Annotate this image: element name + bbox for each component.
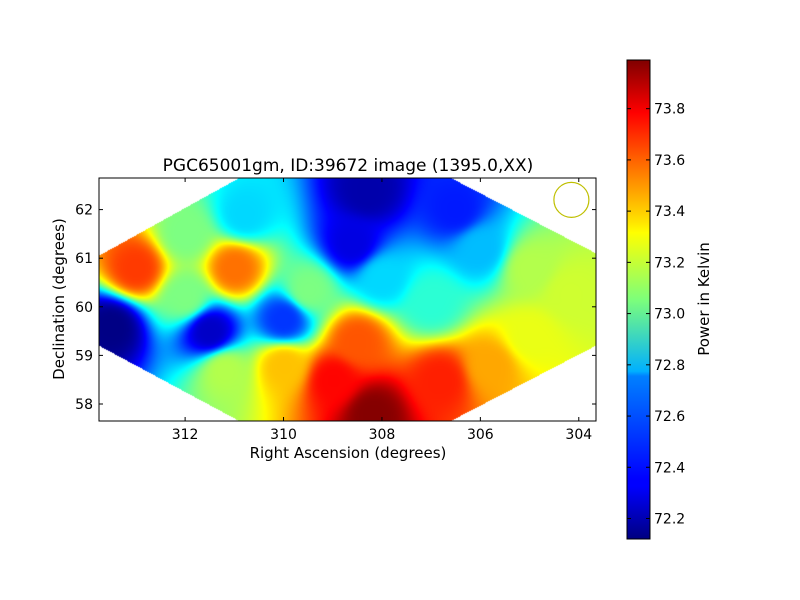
colorbar-tick-label: 72.8 [654,358,685,374]
y-tick-label: 58 [75,397,93,413]
x-axis-ticks: 312 310 308 306 304 [172,178,592,443]
colorbar-tick-label: 72.4 [654,460,685,476]
beam-marker [553,181,590,218]
colorbar-label: Power in Kelvin [695,242,713,356]
colorbar-tick-label: 72.6 [654,409,685,425]
colorbar [626,59,651,540]
heatmap-image [99,178,596,421]
x-tick-label: 304 [565,427,592,443]
y-tick-label: 61 [75,251,93,267]
colorbar-tick-label: 72.2 [654,512,685,528]
colorbar-tick-label: 73.2 [654,255,685,271]
y-axis-label: Declination (degrees) [50,218,68,380]
y-axis-ticks: 58 59 60 61 62 [75,203,596,413]
x-tick-label: 312 [172,427,199,443]
colorbar-tick-label: 73.4 [654,204,685,220]
colorbar-tick-label: 73.8 [654,102,685,118]
colorbar-tick-label: 73.6 [654,153,685,169]
axes-frame [98,177,597,422]
x-tick-label: 310 [270,427,297,443]
x-tick-label: 306 [467,427,494,443]
y-tick-label: 59 [75,348,93,364]
y-tick-label: 62 [75,203,93,219]
colorbar-tick-label: 73.0 [654,307,685,323]
x-axis-label: Right Ascension (degrees) [250,444,447,462]
chart-title: PGC65001gm, ID:39672 image (1395.0,XX) [163,156,534,176]
x-tick-label: 308 [369,427,396,443]
heatmap-area [99,178,596,421]
colorbar-ticks: 72.2 72.4 72.6 72.8 73.0 73.2 73.4 73.6 73.8 [627,102,685,528]
y-tick-label: 60 [75,300,93,316]
